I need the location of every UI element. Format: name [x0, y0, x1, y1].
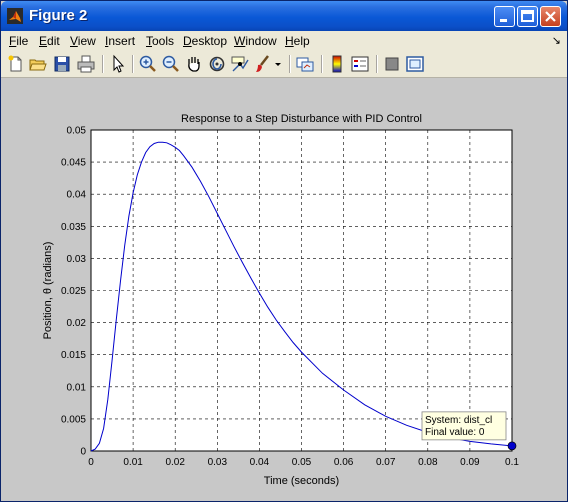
menu-desktop[interactable]: Desktop: [183, 34, 228, 48]
pan-hand-icon[interactable]: [184, 54, 204, 74]
x-tick-label: 0.06: [334, 457, 354, 468]
x-tick-label: 0.01: [123, 457, 143, 468]
menu-help[interactable]: Help: [285, 34, 310, 48]
window-title: Figure 2: [29, 7, 88, 24]
open-file-icon[interactable]: [28, 54, 48, 74]
y-tick-label: 0.005: [61, 414, 86, 425]
response-line[interactable]: [90, 141, 513, 452]
y-tick-labels: 0 0.005 0.01 0.015 0.02 0.025 0.03 0.035 0.04 0.0…: [61, 126, 86, 458]
rotate-3d-icon[interactable]: [207, 54, 227, 74]
save-icon[interactable]: [52, 54, 72, 74]
data-tip-box: [421, 411, 507, 441]
x-tick-label: 0.02: [165, 457, 185, 468]
y-tick-label: 0.045: [61, 158, 86, 169]
maximize-button[interactable]: [517, 6, 538, 27]
y-tick-label: 0.04: [67, 190, 87, 201]
legend-icon[interactable]: [350, 54, 370, 74]
y-tick-label: 0.035: [61, 222, 86, 233]
dropdown-arrow-icon[interactable]: [273, 54, 283, 74]
y-tick-label: 0: [80, 447, 86, 458]
new-figure-icon[interactable]: [6, 54, 26, 74]
x-tick-label: 0.09: [460, 457, 480, 468]
toolbar-separator: [102, 55, 104, 73]
link-plot-icon[interactable]: [295, 54, 315, 74]
y-tick-label: 0.03: [67, 254, 87, 265]
data-cursor-icon[interactable]: [230, 54, 250, 74]
dock-arrow-icon[interactable]: ↘: [551, 35, 561, 47]
x-tick-label: 0.03: [208, 457, 228, 468]
x-tick-label: 0.08: [418, 457, 438, 468]
matlab-logo-icon: [7, 8, 23, 24]
menu-file[interactable]: File: [9, 34, 29, 48]
x-tick-labels: 0 0.01 0.02 0.03 0.04 0.05 0.06 0.07 0.08 0.09 0.1: [88, 457, 519, 468]
x-tick-label: 0.1: [505, 457, 519, 468]
zoom-out-icon[interactable]: [161, 54, 181, 74]
data-tip-marker[interactable]: [507, 441, 517, 451]
data-tip-system: System: dist_cl: [425, 415, 492, 426]
close-icon: [545, 11, 556, 22]
menu-tools[interactable]: Tools: [146, 34, 175, 48]
maximize-icon: [521, 10, 534, 22]
menu-edit[interactable]: Edit: [39, 34, 60, 48]
toolbar-separator: [132, 55, 134, 73]
y-tick-label: 0.01: [67, 382, 87, 393]
figure-toolbar: [1, 51, 567, 78]
x-tick-label: 0.05: [292, 457, 312, 468]
data-tip-final-value: Final value: 0: [425, 427, 485, 438]
x-tick-label: 0.07: [376, 457, 396, 468]
show-plot-tools-icon[interactable]: [405, 54, 425, 74]
menu-view[interactable]: View: [70, 34, 96, 48]
menu-window[interactable]: Window: [234, 34, 277, 48]
menu-insert[interactable]: Insert: [105, 34, 136, 48]
toolbar-separator: [321, 55, 323, 73]
data-tip[interactable]: System: dist_cl Final value: 0: [421, 411, 517, 451]
y-tick-label: 0.015: [61, 350, 86, 361]
x-tick-label: 0: [88, 457, 94, 468]
y-tick-label: 0.02: [67, 318, 87, 329]
x-tick-label: 0.04: [250, 457, 270, 468]
hide-plot-tools-icon[interactable]: [382, 54, 402, 74]
menu-bar: File Edit View Insert Tools Desktop Wind…: [1, 31, 567, 51]
figure-canvas: 0 0.01 0.02 0.03 0.04 0.05 0.06 0.07 0.08 0.09 0.1…: [1, 78, 567, 501]
print-icon[interactable]: [76, 54, 96, 74]
y-axis-label: Position, θ (radians): [42, 242, 54, 340]
y-tick-label: 0.05: [67, 126, 87, 137]
close-button[interactable]: [540, 6, 561, 27]
y-tick-label: 0.025: [61, 286, 86, 297]
colorbar-icon[interactable]: [327, 54, 347, 74]
minimize-button[interactable]: [494, 6, 515, 27]
x-axis-label: Time (seconds): [264, 475, 339, 487]
toolbar-separator: [376, 55, 378, 73]
toolbar-separator: [289, 55, 291, 73]
title-bar[interactable]: Figure 2: [1, 1, 567, 31]
plot-area[interactable]: 0 0.01 0.02 0.03 0.04 0.05 0.06 0.07 0.08 0.09 0.1…: [1, 78, 567, 501]
brush-icon[interactable]: [253, 54, 273, 74]
zoom-in-icon[interactable]: [138, 54, 158, 74]
chart-title: Response to a Step Disturbance with PID …: [181, 113, 422, 125]
edit-plot-arrow-icon[interactable]: [108, 54, 128, 74]
minimize-icon: [500, 19, 507, 22]
